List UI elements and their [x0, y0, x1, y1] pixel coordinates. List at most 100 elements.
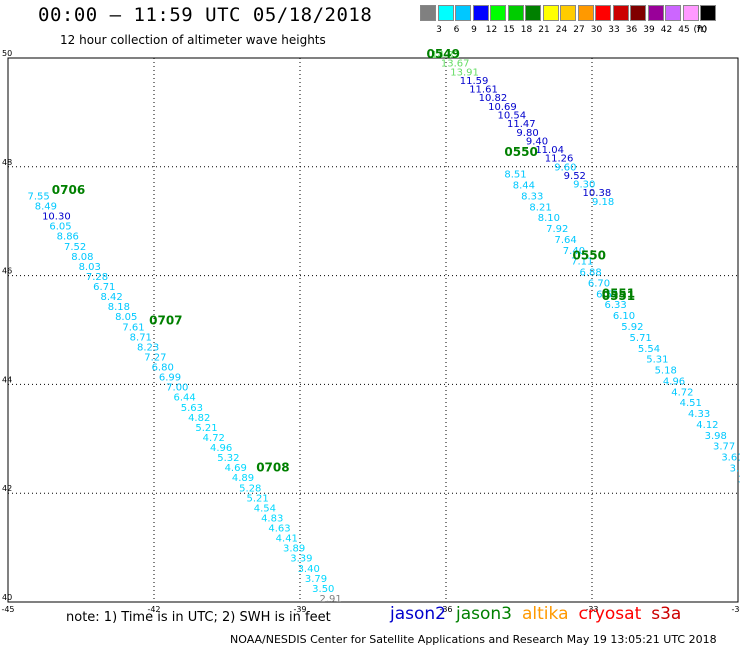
legend-label: 39 — [643, 25, 655, 35]
wave-height-label: 4.69 — [225, 463, 247, 474]
legend-swatch — [455, 5, 471, 21]
wave-height-label: 3.40 — [298, 564, 320, 575]
map-subtitle: 12 hour collection of altimeter wave hei… — [60, 33, 326, 47]
wave-height-label: 7.00 — [166, 383, 188, 394]
legend-swatch — [630, 5, 646, 21]
wave-height-label: 3.98 — [705, 431, 727, 442]
legend-label: 6 — [453, 25, 460, 35]
wave-height-label: 11.04 — [535, 145, 564, 156]
wave-height-label: 8.49 — [35, 202, 57, 213]
latitude-tick-label: 40 — [2, 593, 12, 602]
legend-swatch — [577, 5, 594, 21]
wave-height-label: 11.61 — [469, 85, 498, 96]
legend-swatch — [507, 5, 524, 21]
wave-height-label: 4.96 — [663, 376, 685, 387]
wave-height-label: 9.52 — [564, 171, 586, 182]
wave-height-label: 3.61 — [721, 453, 740, 464]
wave-height-label: 4.96 — [210, 443, 232, 454]
wave-height-label: 5.32 — [217, 453, 239, 464]
wave-height-label: 3.50 — [730, 463, 740, 474]
wave-height-label: 11.26 — [545, 154, 574, 165]
track-time-label: 0707 — [149, 314, 182, 328]
legend-swatch — [700, 5, 716, 21]
wave-height-label: 3.50 — [312, 584, 334, 595]
wave-height-label: 4.33 — [688, 409, 710, 420]
legend-swatch — [437, 5, 454, 21]
wave-height-label: 6.33 — [605, 300, 627, 311]
wave-height-label: 10.38 — [583, 188, 612, 199]
units-note: note: 1) Time is in UTC; 2) SWH is in fe… — [66, 610, 331, 625]
map-frame — [7, 57, 739, 603]
wave-height-label: 7.28 — [86, 272, 108, 283]
satellite-altika: altika — [522, 604, 569, 624]
wave-height-label: 11.47 — [507, 119, 536, 130]
wave-height-label: 4.63 — [268, 524, 290, 535]
satellite-legend: jason2 jason3 altika cryosat s3a — [390, 604, 691, 624]
wave-height-label: 9.60 — [554, 162, 576, 173]
map-title: 00:00 – 11:59 UTC 05/18/2018 — [38, 4, 373, 26]
wave-height-label: 8.18 — [108, 302, 130, 313]
wave-height-label: 6.44 — [173, 393, 195, 404]
wave-height-label: 4.54 — [254, 503, 276, 514]
track-time-label: 0550 — [504, 145, 537, 159]
legend-label: 9 — [471, 25, 477, 35]
wave-height-label: 4.12 — [696, 420, 718, 431]
wave-height-label: 8.42 — [100, 292, 122, 303]
wave-height-label: 5.28 — [239, 483, 261, 494]
legend-swatch — [647, 5, 664, 21]
legend-swatch — [525, 5, 541, 21]
wave-height-label: 8.51 — [504, 170, 526, 181]
wave-height-label: 6.80 — [152, 363, 174, 374]
wave-height-label: 4.82 — [188, 413, 210, 424]
legend-swatch — [472, 5, 489, 21]
satellite-s3a: s3a — [651, 604, 682, 624]
legend-swatch — [542, 5, 559, 21]
wave-height-label: 7.52 — [64, 242, 86, 253]
legend-label: 27 — [573, 25, 585, 35]
legend-label: 33 — [608, 25, 620, 35]
wave-height-label: 8.23 — [137, 342, 159, 353]
wave-height-label: 4.41 — [276, 534, 298, 545]
wave-height-label: 5.18 — [655, 366, 677, 377]
legend-swatch — [595, 5, 611, 21]
wave-height-label: 8.08 — [71, 252, 93, 263]
wave-height-label: 5.92 — [621, 322, 643, 333]
track-time-label: 0550 — [573, 248, 606, 262]
wave-height-label: 3.79 — [305, 574, 327, 585]
wave-height-label: 10.30 — [42, 212, 71, 223]
wave-height-label: 3.89 — [283, 544, 305, 555]
wave-height-label: 4.83 — [261, 513, 283, 524]
wave-height-label: 3.77 — [713, 442, 735, 453]
legend-unit: (ft) — [693, 25, 708, 35]
wave-height-label: 4.72 — [671, 387, 693, 398]
wave-height-label: 13.67 — [441, 59, 470, 70]
legend-label: 3 — [436, 25, 442, 35]
legend-swatch — [490, 5, 506, 21]
latitude-tick-label: 48 — [2, 158, 12, 167]
wave-height-label: 2.91 — [319, 594, 341, 605]
wave-height-label: 9.18 — [592, 197, 614, 208]
wave-height-label: 3.42 — [738, 474, 740, 485]
latitude-tick-label: 42 — [2, 484, 12, 493]
wave-height-label: 6.52 — [596, 289, 618, 300]
latitude-tick-label: 46 — [2, 267, 12, 276]
wave-height-label: 7.64 — [554, 235, 576, 246]
wave-height-label: 8.05 — [115, 312, 137, 323]
longitude-tick-label: -39 — [293, 605, 306, 614]
wave-height-label: 3.39 — [290, 554, 312, 565]
wave-height-label: 8.21 — [529, 202, 551, 213]
track-time-label: 0708 — [256, 460, 289, 474]
satellite-jason3: jason3 — [456, 604, 512, 624]
legend-swatch — [420, 5, 436, 21]
longitude-tick-label: -30 — [731, 605, 740, 614]
wave-height-label: 10.82 — [479, 93, 508, 104]
wave-height-label: 6.71 — [93, 282, 115, 293]
wave-height-label: 10.69 — [488, 102, 517, 113]
legend-label: 24 — [555, 25, 568, 35]
track-time-label: 0549 — [427, 47, 460, 61]
legend-swatch — [682, 5, 699, 21]
wave-height-label: 8.10 — [538, 213, 560, 224]
latitude-tick-label: 44 — [2, 375, 12, 384]
satellite-jason2: jason2 — [390, 604, 446, 624]
